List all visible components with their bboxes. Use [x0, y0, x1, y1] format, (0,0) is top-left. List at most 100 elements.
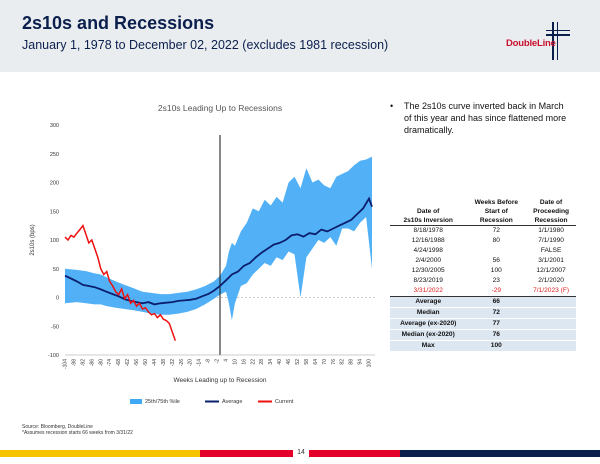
logo-vline-2	[557, 22, 558, 60]
table-header-cell: Date of	[417, 208, 440, 215]
bullet-text: The 2s10s curve inverted back in March o…	[404, 101, 567, 135]
table-row: 12/16/1988 80 7/1/1990	[390, 236, 576, 246]
legend-band-swatch	[130, 399, 142, 404]
y-tick-label: 300	[50, 123, 59, 129]
x-tick-label: 22	[250, 359, 256, 365]
x-axis-label: Weeks Leading up to Recession	[173, 377, 266, 384]
x-tick-label: -68	[116, 359, 122, 366]
x-tick-label: 10	[232, 359, 238, 365]
table-cell: 12/30/2005	[411, 267, 445, 274]
stat-row: Median (ex-2020) 76	[390, 329, 576, 341]
x-tick-label: 52	[295, 359, 301, 365]
y-tick-label: 50	[53, 267, 59, 273]
table-header-cell: 2s10s Inversion	[390, 216, 467, 226]
table-cell: 8/23/2019	[413, 277, 443, 284]
y-tick-label: 0	[56, 296, 59, 302]
x-tick-label: -86	[89, 359, 95, 366]
table-header-cell: Start of	[484, 208, 508, 215]
x-tick-label: 28	[259, 359, 265, 365]
x-tick-label: 46	[286, 359, 292, 365]
x-tick-label: 4	[223, 359, 229, 362]
table-header-cell	[390, 198, 466, 207]
x-tick-label: 34	[268, 359, 274, 365]
x-tick-label: 70	[322, 359, 328, 365]
x-tick-label: -38	[161, 359, 167, 366]
source-text: Source: Bloomberg, DoubleLine	[22, 424, 93, 430]
table-cell	[466, 246, 526, 256]
logo-text: DoubleLine	[506, 38, 556, 49]
recession-table: Weeks Before Date of Date of Start of Procee…	[390, 198, 576, 352]
stat-empty	[526, 340, 576, 352]
stat-value: 76	[466, 329, 527, 341]
page-title: 2s10s and Recessions	[22, 13, 215, 33]
stat-row: Average 66	[390, 296, 576, 308]
y-tick-label: -100	[48, 353, 59, 359]
table-cell: 12/16/1988	[411, 237, 445, 244]
table-cell: 2/4/2000	[415, 257, 442, 264]
table-row: 8/23/2019 23 2/1/2020	[390, 276, 576, 286]
stat-empty	[526, 329, 576, 341]
table-cell: 100	[490, 267, 502, 274]
table-row: 8/18/1978 72 1/1/1980	[390, 226, 576, 237]
stat-row: Median 72	[390, 307, 576, 319]
table-header: Weeks Before Date of Date of Start of Procee…	[390, 198, 576, 226]
page-number: 14	[293, 447, 309, 459]
table-header-cell: Weeks Before	[474, 199, 519, 206]
stat-empty	[526, 296, 576, 308]
y-tick-label: 250	[50, 152, 59, 158]
x-tick-label: -50	[143, 359, 149, 366]
logo-hline-2	[546, 34, 570, 36]
logo-hline-1	[546, 30, 570, 31]
stat-empty	[526, 307, 576, 319]
chart-title: 2s10s Leading Up to Recessions	[158, 103, 282, 113]
y-tick-label: 200	[50, 181, 59, 187]
x-tick-label: 94	[358, 359, 364, 365]
table-cell: 4/24/1998	[413, 247, 443, 254]
table-cell: 56	[492, 257, 500, 264]
header-band: 2s10s and Recessions January 1, 1978 to …	[0, 0, 600, 72]
y-tick-label: -50	[51, 324, 59, 330]
page-subtitle: January 1, 1978 to December 02, 2022 (ex…	[22, 38, 389, 52]
current-line	[64, 224, 177, 341]
x-tick-label: -92	[80, 359, 86, 366]
stat-empty	[526, 318, 576, 330]
x-tick-label: 76	[331, 359, 337, 365]
stat-value: 66	[466, 296, 527, 308]
x-tick-label: -56	[134, 359, 140, 366]
stat-label: Median (ex-2020)	[390, 329, 467, 341]
table-cell: 7/1/2023 (F)	[533, 287, 570, 294]
y-tick-label: 100	[50, 238, 59, 244]
table-header-cell: Recession	[466, 216, 527, 226]
legend-current-label: Current	[275, 399, 294, 405]
stat-label: Average	[390, 296, 467, 308]
band-area	[65, 156, 372, 321]
chart-svg: 2s10s Leading Up to Recessions -100 -50 0 50…	[30, 103, 375, 405]
logo-vline-1	[552, 22, 554, 60]
x-tick-label: -2	[215, 359, 221, 364]
bullet-dot: •	[390, 101, 394, 111]
table-cell: -29	[491, 287, 502, 294]
x-tick-label: 82	[340, 359, 346, 365]
table-header-cell: Proceeding	[533, 208, 570, 215]
table-cell: 2/1/2020	[538, 277, 564, 284]
table-header-cell: Date of	[539, 199, 563, 206]
x-tick-label: 100	[367, 359, 373, 368]
source-notes: Source: Bloomberg, DoubleLine *Assumes r…	[22, 424, 133, 436]
table-cell: 12/1/2007	[536, 267, 566, 274]
x-tick-label: -26	[179, 359, 185, 366]
x-tick-label: -62	[125, 359, 131, 366]
y-tick-label: 150	[50, 209, 59, 215]
doubleline-logo: DoubleLine	[506, 22, 570, 62]
x-tick-label: -14	[197, 359, 203, 366]
y-axis-label: 2s10s (bps)	[30, 224, 36, 255]
bullet-point: • The 2s10s curve inverted back in March…	[390, 100, 570, 136]
table-cell: 3/1/2001	[538, 257, 564, 264]
stat-label: Average (ex-2020)	[390, 318, 467, 330]
table-cell: 80	[492, 237, 500, 244]
average-line	[64, 196, 373, 306]
table-cell: 72	[492, 227, 500, 234]
x-tick-label: 58	[304, 359, 310, 365]
table-header-cell: Recession	[526, 216, 576, 226]
x-tick-label: -98	[71, 359, 77, 366]
footnote-text: *Assumes recession starts 66 weeks from …	[22, 430, 133, 436]
